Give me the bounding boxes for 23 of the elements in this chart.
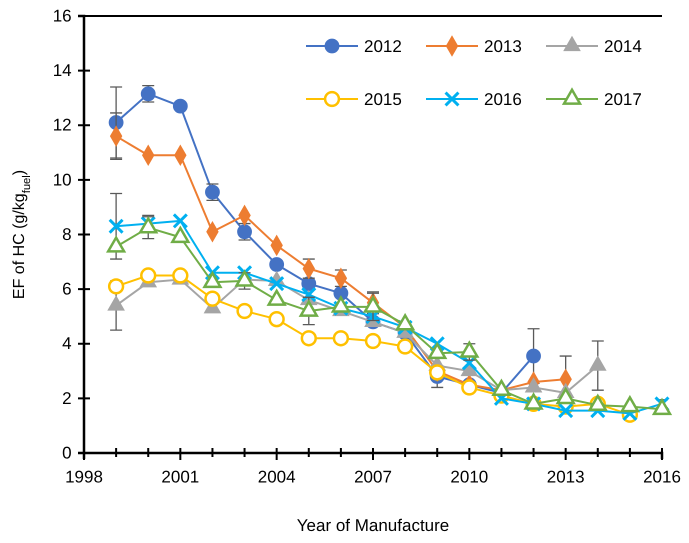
- y-tick-label: 8: [62, 224, 72, 244]
- x-tick-label: 2013: [546, 467, 585, 486]
- y-tick-label: 0: [62, 443, 72, 462]
- y-tick-label: 12: [52, 116, 72, 135]
- y-tick-label: 4: [62, 334, 72, 354]
- y-tick-label: 16: [52, 6, 72, 26]
- x-tick-label: 2010: [450, 467, 488, 486]
- y-tick-label: 2: [62, 388, 72, 408]
- legend-label: 2016: [484, 90, 522, 110]
- x-axis-title: Year of Manufacture: [296, 516, 450, 535]
- y-tick-label: 14: [52, 61, 72, 80]
- y-tick-label: 6: [62, 280, 72, 299]
- legend-label: 2017: [604, 90, 642, 110]
- x-tick-label: 2001: [161, 467, 200, 486]
- y-tick-label: 10: [52, 170, 72, 190]
- legend-label: 2013: [484, 37, 522, 56]
- legend-label: 2012: [364, 37, 402, 56]
- legend-label: 2014: [604, 37, 642, 56]
- legend-label: 2015: [364, 90, 402, 110]
- x-tick-label: 2016: [643, 467, 681, 486]
- x-tick-label: 2007: [354, 467, 392, 486]
- x-tick-label: 2004: [258, 467, 296, 486]
- x-tick-label: 1998: [65, 467, 103, 486]
